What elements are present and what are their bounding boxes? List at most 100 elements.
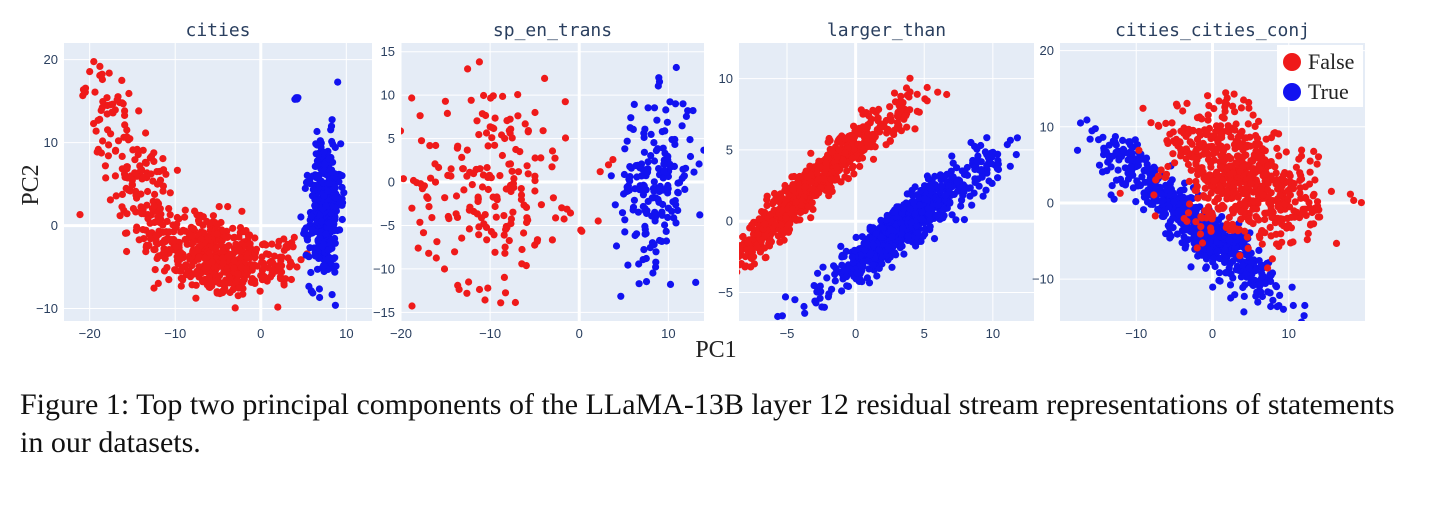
point-true	[311, 196, 319, 204]
point-true	[971, 178, 979, 186]
point-false	[1226, 170, 1234, 178]
point-false	[792, 198, 800, 206]
point-true	[877, 216, 885, 224]
point-true	[328, 116, 336, 124]
point-false	[531, 177, 539, 185]
point-false	[1306, 157, 1314, 165]
point-false	[781, 181, 789, 190]
point-true	[1257, 280, 1265, 288]
point-false	[896, 104, 905, 112]
point-false	[182, 261, 190, 269]
point-false	[427, 174, 435, 182]
point-false	[258, 253, 266, 261]
point-true	[977, 166, 985, 174]
point-false	[419, 229, 428, 237]
point-false	[1199, 150, 1207, 158]
point-false	[1287, 213, 1295, 221]
point-false	[478, 183, 487, 191]
point-false	[1306, 204, 1314, 212]
panel-larger_than: −5 0 5 10 −5 0 5 10 larger_than	[718, 20, 1034, 341]
point-false	[826, 136, 834, 145]
point-false	[114, 137, 123, 145]
point-false	[454, 142, 462, 150]
point-false	[721, 268, 728, 275]
point-false	[1271, 214, 1279, 222]
point-true	[322, 230, 330, 238]
point-false	[1270, 129, 1278, 137]
point-false	[1207, 227, 1215, 235]
point-true	[317, 217, 325, 225]
point-false	[848, 164, 856, 172]
point-false	[455, 285, 463, 293]
point-false	[425, 249, 433, 257]
point-true	[635, 280, 643, 288]
point-false	[145, 230, 153, 238]
point-false	[1223, 220, 1231, 228]
point-false	[119, 100, 127, 108]
point-true	[652, 212, 660, 220]
point-false	[260, 263, 268, 271]
point-false	[1273, 144, 1281, 152]
point-true	[1138, 173, 1146, 181]
panel-sp_en_trans: −20 −10 0 10 −15 −10 −5 0 5 10 15 sp_en_trans	[373, 20, 704, 341]
point-false	[465, 225, 473, 233]
point-true	[655, 236, 664, 245]
point-false	[531, 108, 539, 117]
point-true	[660, 167, 668, 175]
point-false	[1213, 168, 1221, 176]
point-true	[661, 127, 669, 135]
point-true	[650, 187, 658, 195]
point-true	[904, 232, 912, 240]
point-true	[778, 312, 787, 320]
point-true	[1301, 334, 1308, 341]
point-true	[854, 275, 862, 283]
point-false	[138, 175, 146, 183]
point-true	[331, 194, 339, 202]
point-false	[151, 323, 158, 330]
point-false	[505, 237, 513, 245]
point-false	[1246, 142, 1254, 150]
point-true	[333, 226, 341, 235]
point-true	[1013, 134, 1022, 142]
point-false	[159, 155, 167, 163]
point-true	[1182, 241, 1190, 249]
point-false	[229, 224, 237, 232]
point-true	[781, 293, 790, 301]
point-false	[726, 255, 733, 262]
point-true	[831, 270, 839, 278]
point-false	[105, 141, 113, 149]
point-false	[199, 278, 207, 286]
point-false	[408, 302, 416, 310]
point-false	[1186, 138, 1194, 146]
point-false	[1236, 142, 1244, 150]
point-true	[1301, 301, 1309, 310]
point-false	[730, 251, 737, 258]
point-true	[1012, 151, 1020, 159]
point-false	[596, 168, 604, 176]
point-false	[1251, 122, 1259, 130]
point-false	[1192, 218, 1200, 226]
point-false	[482, 129, 491, 137]
point-false	[779, 226, 788, 234]
point-true	[993, 165, 1002, 173]
point-false	[123, 210, 131, 218]
point-true	[1300, 312, 1308, 320]
point-false	[1164, 139, 1172, 147]
point-false	[487, 174, 495, 182]
point-false	[139, 146, 147, 154]
point-true	[819, 263, 827, 271]
point-true	[684, 107, 692, 115]
point-true	[926, 223, 934, 231]
y-tick-label: −10	[373, 261, 395, 276]
point-true	[1170, 198, 1178, 206]
point-true	[313, 127, 321, 136]
point-true	[607, 172, 615, 180]
point-true	[307, 212, 316, 220]
point-true	[306, 177, 314, 185]
point-false	[561, 98, 569, 106]
point-false	[850, 170, 858, 178]
point-false	[726, 258, 733, 265]
point-false	[265, 250, 273, 259]
point-true	[307, 268, 315, 277]
point-true	[863, 241, 872, 249]
